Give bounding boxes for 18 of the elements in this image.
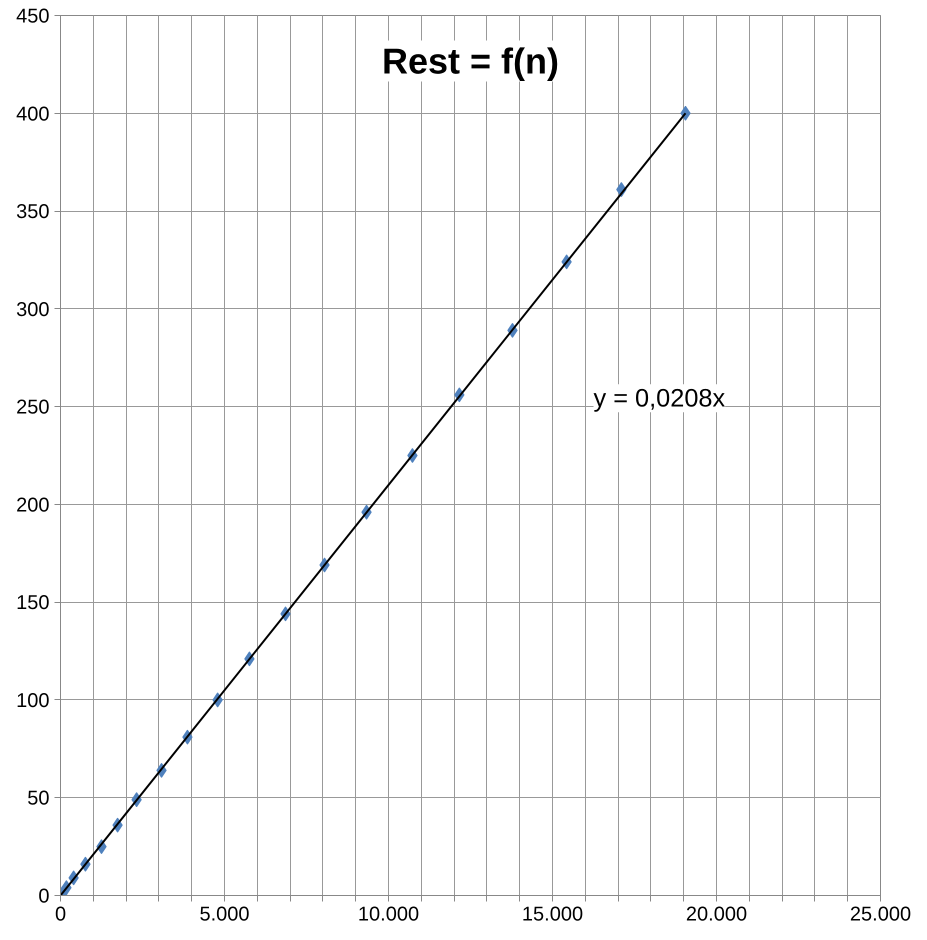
y-tick-label: 300 <box>16 298 50 321</box>
text: Rest = f(n) <box>382 40 560 82</box>
x-tick-label: 10.000 <box>358 904 420 926</box>
y-tick-label: 0 <box>38 886 50 908</box>
x-tick-label: 15.000 <box>522 904 584 926</box>
y-tick-label: 350 <box>16 201 50 224</box>
x-tick-label: 0 <box>54 904 66 926</box>
x-tick-label: 5.000 <box>199 904 250 926</box>
y-tick-label: 100 <box>16 690 50 712</box>
y-tick-label: 400 <box>16 103 50 126</box>
y-tick-label: 250 <box>16 396 50 419</box>
y-tick-label: 450 <box>16 6 50 28</box>
x-tick-label: 25.000 <box>850 904 912 926</box>
x-tick-label: 20.000 <box>686 904 748 926</box>
y-tick-label: 50 <box>27 788 50 810</box>
y-tick-label: 150 <box>16 592 50 614</box>
y-tick-label: 200 <box>16 494 50 516</box>
annotation: y = 0,0208x <box>594 384 726 412</box>
